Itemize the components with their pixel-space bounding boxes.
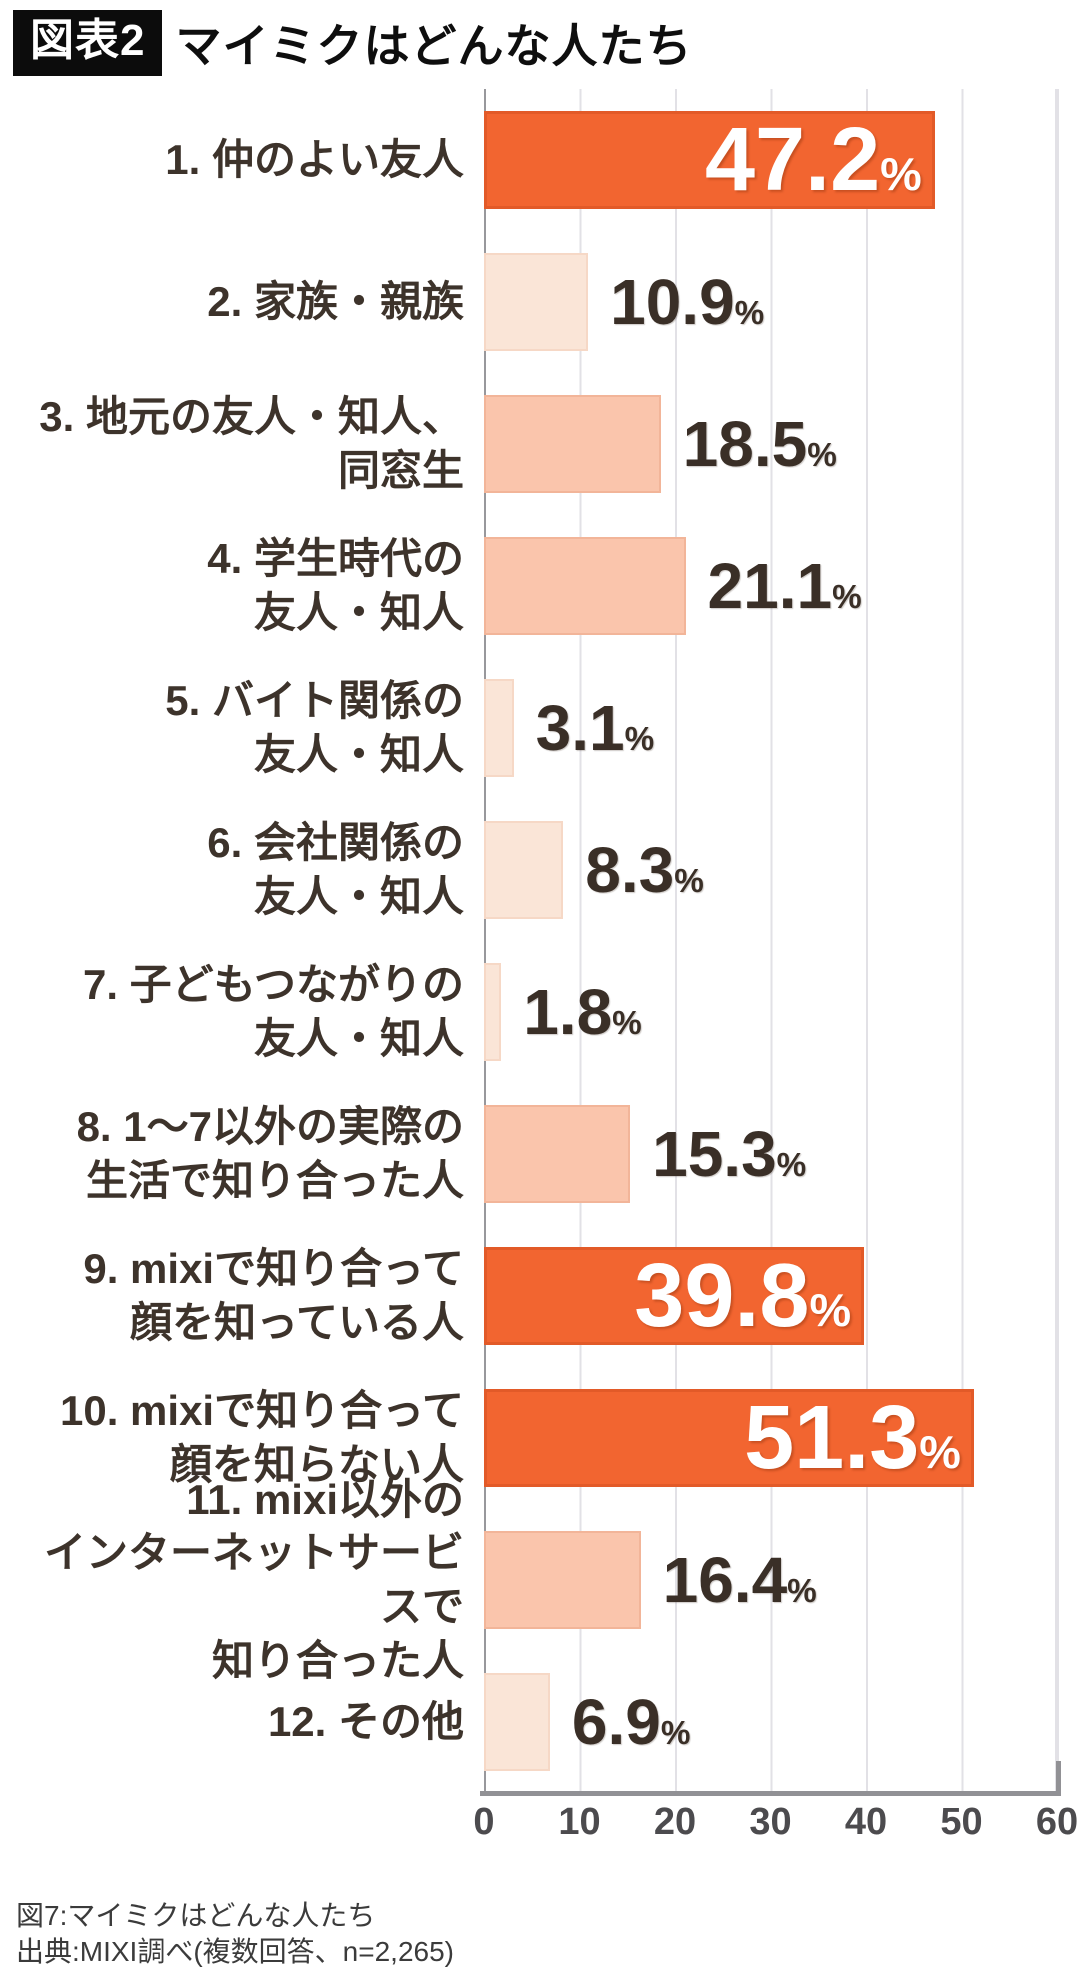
bar <box>484 395 661 493</box>
bar-track: 8.3% <box>484 799 1057 941</box>
percent-sign: % <box>674 863 704 900</box>
value-number: 1.8 <box>523 976 613 1048</box>
figure-source: 出典:MIXI調べ(複数回答、n=2,265) <box>16 1936 454 1968</box>
value-label: 3.1% <box>535 691 655 765</box>
value-number: 16.4 <box>662 1544 788 1616</box>
percent-sign: % <box>660 1715 691 1752</box>
x-tick-label: 50 <box>940 1801 983 1843</box>
x-tick-label: 30 <box>749 1801 792 1843</box>
bar <box>484 537 686 635</box>
percent-sign: % <box>807 437 837 474</box>
bar <box>484 679 514 777</box>
value-label: 21.1% <box>707 549 862 623</box>
category-label: 11. mixi以外の インターネットサービスで 知り合った人 <box>43 1475 464 1684</box>
bar <box>484 1673 550 1771</box>
bar-track: 6.9% <box>484 1651 1057 1793</box>
value-label: 39.8% <box>634 1245 864 1348</box>
bar-track: 51.3% <box>484 1367 1057 1509</box>
category-label: 2. 家族・親族 <box>207 278 464 326</box>
category-label: 1. 仲のよい友人 <box>165 136 464 184</box>
x-tick-label: 60 <box>1035 1801 1079 1843</box>
category-label: 12. その他 <box>267 1698 464 1746</box>
category-label: 3. 地元の友人・知人、 同窓生 <box>39 393 464 494</box>
bar: 51.3% <box>484 1387 974 1490</box>
value-label: 51.3% <box>744 1387 974 1490</box>
percent-sign: % <box>880 147 922 200</box>
value-label: 8.3% <box>585 833 704 907</box>
value-number: 47.2 <box>704 109 881 210</box>
x-tick-label: 0 <box>473 1801 495 1843</box>
percent-sign: % <box>809 1283 851 1336</box>
x-tick-label: 20 <box>653 1801 697 1843</box>
value-label: 15.3% <box>652 1117 807 1191</box>
plot-gridlines <box>484 89 1059 1793</box>
value-label: 18.5% <box>682 407 837 481</box>
value-label: 1.8% <box>523 975 642 1049</box>
category-label: 10. mixiで知り合って 顔を知らない人 <box>60 1387 464 1488</box>
bar: 47.2% <box>484 109 935 212</box>
bar <box>484 1105 631 1203</box>
percent-sign: % <box>624 721 655 758</box>
category-label: 5. バイト関係の 友人・知人 <box>165 677 464 778</box>
bar-track: 18.5% <box>484 373 1057 515</box>
value-number: 18.5 <box>682 408 808 480</box>
bar-track: 47.2% <box>484 89 1057 231</box>
bar-track: 3.1% <box>484 657 1057 799</box>
value-number: 15.3 <box>652 1118 777 1190</box>
bar-track: 15.3% <box>484 1083 1057 1225</box>
category-label: 4. 学生時代の 友人・知人 <box>207 535 464 636</box>
percent-sign: % <box>919 1425 961 1478</box>
bar <box>484 253 589 351</box>
x-axis-ticks: 0 10 20 30 40 50 60 <box>473 1801 1078 1851</box>
value-label: 47.2% <box>705 109 935 212</box>
value-number: 10.9 <box>610 266 735 338</box>
bar-chart: 1. 仲のよい友人 47.2% 2. 家族・親族 10.9% 3. 地元の友人・知人、 … <box>12 89 1078 1879</box>
figure-title: マイミクはどんな人たち <box>175 20 693 72</box>
category-label: 6. 会社関係の 友人・知人 <box>207 819 464 920</box>
value-label: 16.4% <box>662 1543 817 1617</box>
percent-sign: % <box>776 1147 807 1184</box>
bar <box>484 963 502 1061</box>
value-number: 6.9 <box>571 1686 661 1758</box>
bar-track: 10.9% <box>484 231 1057 373</box>
x-tick-label: 10 <box>558 1801 601 1843</box>
bar-track: 39.8% <box>484 1225 1057 1367</box>
bar: 39.8% <box>484 1245 865 1348</box>
value-number: 8.3 <box>585 834 675 906</box>
value-number: 39.8 <box>634 1245 810 1346</box>
x-axis-end-cap <box>1056 1761 1061 1793</box>
bar <box>484 821 564 919</box>
percent-sign: % <box>734 295 765 332</box>
bar <box>484 1531 641 1629</box>
y-axis-line <box>484 89 486 1793</box>
value-number: 21.1 <box>707 550 833 622</box>
gridline-60 <box>1055 89 1057 1793</box>
percent-sign: % <box>832 579 862 616</box>
category-label: 8. 1〜7以外の実際の 生活で知り合った人 <box>76 1103 464 1204</box>
category-label: 9. mixiで知り合って 顔を知っている人 <box>83 1245 464 1346</box>
percent-sign: % <box>612 1005 642 1042</box>
bar-track: 1.8% <box>484 941 1057 1083</box>
figure-footer: 図7:マイミクはどんな人たち 出典:MIXI調べ(複数回答、n=2,265) <box>16 1898 454 1971</box>
figure-number-badge: 図表2 <box>13 10 163 76</box>
value-number: 51.3 <box>744 1387 920 1488</box>
bar-track: 21.1% <box>484 515 1057 657</box>
figure-header: 図表2 マイミクはどんな人たち <box>13 10 692 76</box>
value-number: 3.1 <box>535 692 625 764</box>
value-label: 10.9% <box>610 265 765 339</box>
percent-sign: % <box>787 1573 817 1610</box>
chart-rows: 1. 仲のよい友人 47.2% 2. 家族・親族 10.9% 3. 地元の友人・知人、 … <box>12 89 1057 1793</box>
bar-track: 16.4% <box>484 1509 1057 1651</box>
x-axis-line <box>480 1791 1061 1796</box>
category-label: 7. 子どもつながりの 友人・知人 <box>82 961 464 1062</box>
x-tick-label: 40 <box>844 1801 888 1843</box>
value-label: 6.9% <box>571 1685 691 1759</box>
figure-caption: 図7:マイミクはどんな人たち <box>16 1900 376 1931</box>
